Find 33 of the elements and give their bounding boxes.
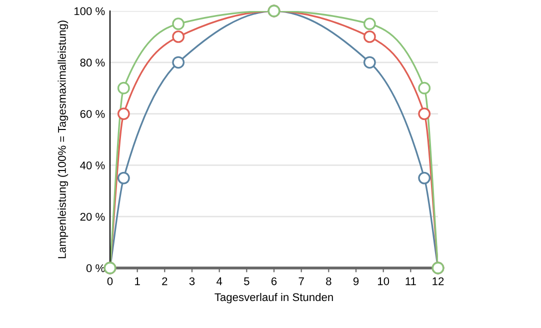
y-axis-title: Lampenleistung (100% = Tagesmaximalleistung) (58, 20, 68, 258)
point (418, 82, 431, 94)
y-tick-label: 0 % (86, 264, 105, 272)
point (418, 172, 431, 184)
x-tick-label: 7 (298, 277, 304, 286)
point (363, 30, 376, 43)
y-tick-label: 100 % (74, 7, 105, 16)
point (117, 82, 130, 94)
point (172, 30, 185, 43)
x-axis-title: Tagesverlauf in Stunden (214, 292, 333, 304)
point (363, 18, 376, 30)
x-tick-label: 10 (378, 277, 390, 286)
point (117, 108, 130, 120)
x-tick-label: 8 (326, 277, 332, 286)
x-tick-label: 6 (271, 277, 277, 286)
y-tick-label: 40 % (80, 161, 105, 170)
point (418, 108, 431, 120)
x-tick-label: 5 (244, 277, 250, 286)
x-tick-label: 1 (135, 277, 140, 286)
x-tick-label: 9 (353, 277, 359, 286)
point (117, 172, 130, 184)
point (172, 18, 185, 30)
x-tick-label: 2 (162, 277, 168, 286)
y-tick-label: 60 % (80, 110, 105, 118)
x-tick-label: 4 (216, 277, 222, 286)
x-tick-label: 11 (406, 277, 416, 286)
y-tick-label: 20 % (80, 212, 105, 221)
x-tick-label: 12 (432, 277, 444, 286)
y-tick-label: 80 % (80, 58, 105, 67)
point (172, 56, 185, 69)
point (363, 56, 376, 69)
x-tick-label: 0 (107, 277, 113, 286)
x-tick-label: 3 (189, 277, 195, 286)
